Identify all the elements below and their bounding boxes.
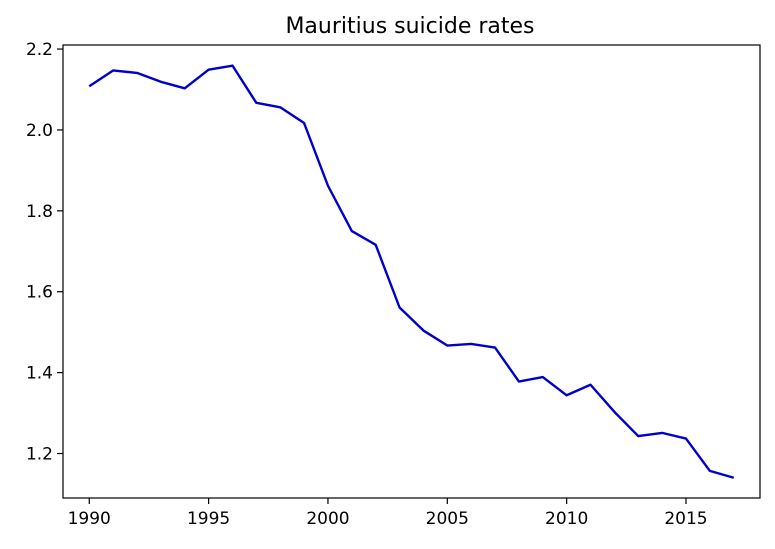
y-tick-label: 1.8 xyxy=(26,202,53,222)
plot-frame xyxy=(62,44,761,499)
series-line xyxy=(88,64,735,479)
x-tick-label: 2005 xyxy=(426,509,469,529)
x-tick-label: 2000 xyxy=(306,509,349,529)
y-tick-label: 2.2 xyxy=(26,40,53,60)
x-tick-label: 2010 xyxy=(545,509,588,529)
x-axis: 1990 1995 2000 2005 2010 2015 xyxy=(68,498,708,529)
y-tick-label: 1.4 xyxy=(26,364,53,384)
x-tick-label: 2015 xyxy=(664,509,707,529)
y-tick-label: 1.2 xyxy=(26,445,53,465)
y-tick-label: 1.6 xyxy=(26,283,53,303)
y-tick-label: 2.0 xyxy=(26,121,53,141)
y-axis: 1.2 1.4 1.6 1.8 2.0 2.2 xyxy=(26,40,63,465)
plot-area xyxy=(88,64,735,479)
chart-title: Mauritius suicide rates xyxy=(285,14,534,39)
x-tick-label: 1990 xyxy=(68,509,111,529)
x-tick-label: 1995 xyxy=(187,509,230,529)
